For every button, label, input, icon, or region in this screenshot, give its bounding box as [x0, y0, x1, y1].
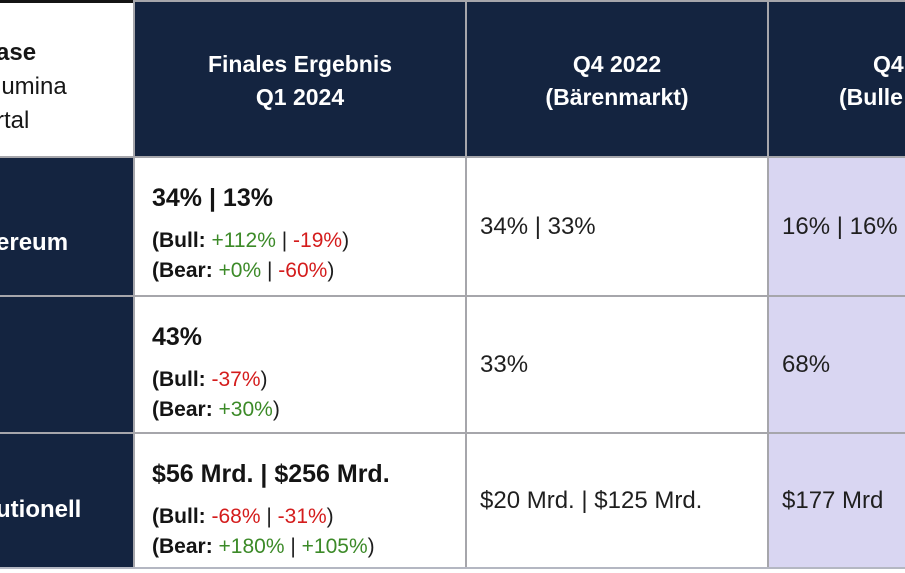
row-header-ethereum: ereum	[0, 158, 133, 295]
cell-final-row3: $56 Mrd. | $256 Mrd. (Bull: -68% | -31%)…	[135, 434, 465, 567]
cell-final-row1: 34% | 13% (Bull: +112% | -19%) (Bear: +0…	[135, 158, 465, 295]
bear-separator: |	[284, 535, 302, 558]
row-header-institutionell: utionell	[0, 434, 133, 567]
bear-line: (Bear: +180% | +105%)	[152, 532, 465, 562]
bull-label: (Bull:	[152, 229, 212, 252]
cropped-top-border	[0, 0, 133, 3]
column-header-line-2: (Bärenmarkt)	[545, 84, 689, 110]
bear-value-2: +105%	[301, 535, 368, 558]
cell-final-row2: 43% (Bull: -37%) (Bear: +30%)	[135, 297, 465, 432]
bull-value-1: +112%	[211, 229, 276, 252]
bull-value-2: -19%	[293, 229, 343, 252]
column-header-line-2: (Bulle	[839, 84, 903, 110]
bull-close-paren: )	[260, 368, 268, 391]
bull-label: (Bull:	[152, 505, 212, 528]
column-header-q4-bullenmarkt: Q4 (Bulle	[769, 2, 905, 156]
bear-value-1: +0%	[218, 259, 262, 282]
bear-close-paren: )	[367, 535, 375, 558]
bull-separator: |	[275, 229, 294, 252]
bear-value-2: -60%	[278, 259, 328, 282]
corner-line-2: lumina	[0, 73, 67, 100]
cell-q4-2022-row1: 34% | 33%	[467, 158, 767, 295]
bear-value-1: +180%	[218, 535, 285, 558]
corner-line-1: ase	[0, 39, 37, 66]
bull-line: (Bull: -37%)	[152, 365, 465, 395]
bull-close-paren: )	[342, 229, 350, 252]
column-header-line-1: Finales Ergebnis	[207, 51, 393, 77]
bear-label: (Bear:	[152, 398, 219, 421]
bull-value-2: -31%	[277, 505, 327, 528]
cell-q4-2022-row3: $20 Mrd. | $125 Mrd.	[467, 434, 767, 567]
cell-q4-2022-row2: 33%	[467, 297, 767, 432]
bear-line: (Bear: +30%)	[152, 395, 465, 425]
row-header-2	[0, 297, 133, 432]
bull-separator: |	[260, 505, 278, 528]
bear-label: (Bear:	[152, 259, 219, 282]
bull-line: (Bull: -68% | -31%)	[152, 502, 465, 532]
bull-value-1: -68%	[211, 505, 261, 528]
main-value: $56 Mrd. | $256 Mrd.	[152, 460, 390, 488]
main-value: 43%	[152, 323, 203, 351]
row-header-label: utionell	[0, 496, 82, 523]
column-header-line-1: Q4	[873, 51, 904, 77]
cell-q4-bull-row2: 68%	[769, 297, 905, 432]
bull-line: (Bull: +112% | -19%)	[152, 226, 465, 256]
row-header-label: ereum	[0, 229, 69, 256]
bear-value-1: +30%	[218, 398, 273, 421]
cell-q4-bull-row3: $177 Mrd	[769, 434, 905, 567]
cell-q4-bull-row1: 16% | 16%	[769, 158, 905, 295]
bull-value-1: -37%	[211, 368, 261, 391]
bear-close-paren: )	[272, 398, 280, 421]
bear-close-paren: )	[327, 259, 335, 282]
bull-label: (Bull:	[152, 368, 212, 391]
bear-separator: |	[261, 259, 279, 282]
column-header-finales-ergebnis: Finales Ergebnis Q1 2024	[135, 2, 465, 156]
bear-line: (Bear: +0% | -60%)	[152, 256, 465, 286]
bull-close-paren: )	[326, 505, 334, 528]
corner-header-cell: ase lumina rtal	[0, 2, 133, 156]
column-header-q4-2022: Q4 2022 (Bärenmarkt)	[467, 2, 767, 156]
bear-label: (Bear:	[152, 535, 219, 558]
main-value: 34% | 13%	[152, 184, 273, 212]
column-header-line-1: Q4 2022	[572, 51, 662, 77]
column-header-line-2: Q1 2024	[255, 84, 345, 110]
corner-line-3: rtal	[0, 107, 30, 134]
